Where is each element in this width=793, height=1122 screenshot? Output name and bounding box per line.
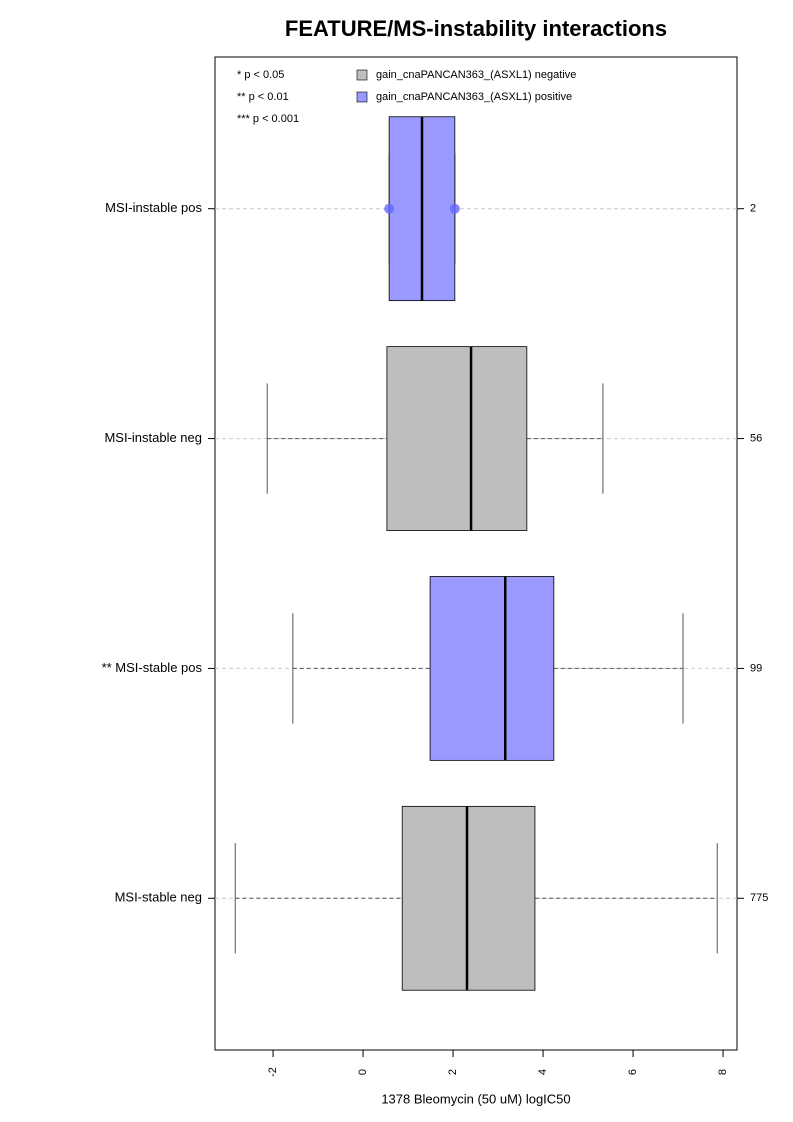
point bbox=[384, 203, 395, 214]
x-tick-label: 6 bbox=[627, 1069, 639, 1075]
count-label: 56 bbox=[750, 432, 762, 444]
legend-swatch bbox=[356, 69, 368, 81]
legend-swatch bbox=[356, 91, 368, 103]
y-tick-label: ** MSI-stable pos bbox=[102, 660, 203, 675]
x-tick-label: 4 bbox=[537, 1069, 549, 1075]
chart-title: FEATURE/MS-instability interactions bbox=[285, 16, 667, 41]
box bbox=[386, 346, 528, 531]
significance-legend: ** p < 0.01 bbox=[237, 91, 289, 103]
y-tick-label: MSI-instable pos bbox=[105, 200, 202, 215]
y-tick-label: MSI-instable neg bbox=[104, 430, 202, 445]
x-tick-label: -2 bbox=[267, 1067, 279, 1077]
point bbox=[449, 203, 460, 214]
significance-legend: *** p < 0.001 bbox=[237, 113, 299, 125]
x-tick-label: 2 bbox=[447, 1069, 459, 1075]
box bbox=[401, 805, 536, 991]
x-axis-label: 1378 Bleomycin (50 uM) logIC50 bbox=[381, 1091, 570, 1106]
count-label: 775 bbox=[750, 892, 768, 904]
count-label: 2 bbox=[750, 203, 756, 215]
legend-label: gain_cnaPANCAN363_(ASXL1) negative bbox=[376, 69, 576, 81]
significance-legend: * p < 0.05 bbox=[237, 69, 284, 81]
box bbox=[429, 576, 555, 761]
y-tick-label: MSI-stable neg bbox=[115, 890, 202, 905]
x-tick-label: 0 bbox=[357, 1069, 369, 1075]
count-label: 99 bbox=[750, 662, 762, 674]
legend-label: gain_cnaPANCAN363_(ASXL1) positive bbox=[376, 91, 572, 103]
x-tick-label: 8 bbox=[717, 1069, 729, 1075]
